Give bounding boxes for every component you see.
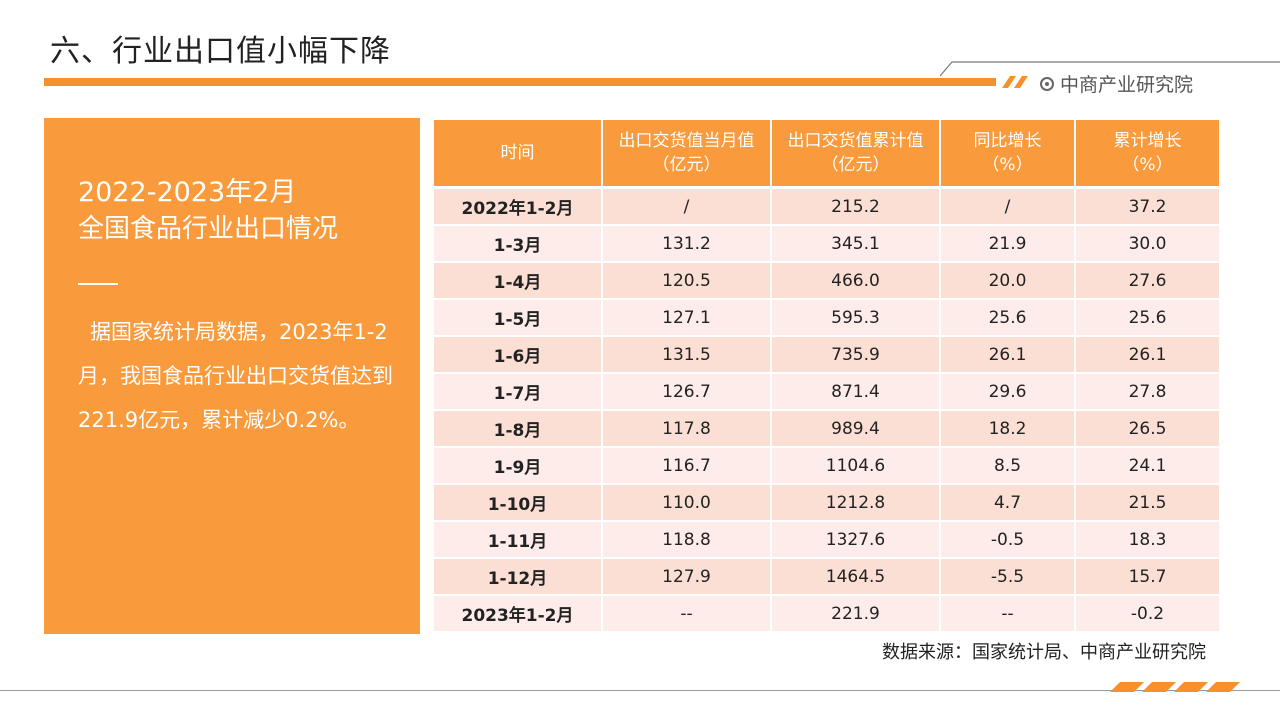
table-cell: 25.6 <box>940 299 1076 337</box>
page-title: 六、行业出口值小幅下降 <box>50 34 391 69</box>
table-cell: 215.2 <box>771 187 941 226</box>
table-cell: 871.4 <box>771 373 941 411</box>
table-cell: 15.7 <box>1075 558 1221 596</box>
header-yoy-growth: 同比增长 （%） <box>940 120 1076 189</box>
table-cell: 126.7 <box>602 373 772 411</box>
table-cell: 1-4月 <box>434 262 603 300</box>
table-cell: 21.9 <box>940 225 1076 263</box>
data-table: 时间 出口交货值当月值 （亿元） 出口交货值累计值 （亿元） 同比增长 （%） 累计增… <box>434 120 1221 633</box>
table-cell: / <box>602 187 772 226</box>
table-cell: 1-6月 <box>434 336 603 374</box>
table-cell: 1-11月 <box>434 521 603 559</box>
table-row: 2022年1-2月/215.2/37.2 <box>434 187 1221 226</box>
table-row: 1-5月 127.1 595.3 25.6 25.6 <box>434 299 1221 337</box>
table-cell: 1212.8 <box>771 484 941 522</box>
table-cell: -0.5 <box>940 521 1076 559</box>
table-row: 1-3月 131.2 345.1 21.9 30.0 <box>434 225 1221 263</box>
table-cell: 26.5 <box>1075 410 1221 448</box>
panel-divider <box>78 283 118 285</box>
table-cell: 24.1 <box>1075 447 1221 485</box>
table-cell: -- <box>602 595 772 633</box>
panel-heading-period: 2022-2023年2月 <box>78 177 297 208</box>
export-data-table: 时间 出口交货值当月值 （亿元） 出口交货值累计值 （亿元） 同比增长 （%） 累计增… <box>434 120 1221 633</box>
table-cell: 25.6 <box>1075 299 1221 337</box>
table-row: 1-10月 110.0 1212.8 4.7 21.5 <box>434 484 1221 522</box>
table-cell: 2023年1-2月 <box>434 595 603 633</box>
table-cell: 18.3 <box>1075 521 1221 559</box>
header-time: 时间 <box>434 120 603 189</box>
table-row: 2023年1-2月 -- 221.9 -- -0.2 <box>434 595 1221 633</box>
table-cell: 26.1 <box>940 336 1076 374</box>
table-cell: 127.1 <box>602 299 772 337</box>
table-cell: 221.9 <box>771 595 941 633</box>
header-monthly-value: 出口交货值当月值 （亿元） <box>602 120 772 189</box>
table-row: 1-9月 116.7 1104.6 8.5 24.1 <box>434 447 1221 485</box>
table-cell: 1-5月 <box>434 299 603 337</box>
table-cell: 1-8月 <box>434 410 603 448</box>
table-cell: -5.5 <box>940 558 1076 596</box>
brand-divider-line <box>940 61 1280 77</box>
table-cell: 595.3 <box>771 299 941 337</box>
table-cell: 466.0 <box>771 262 941 300</box>
table-cell: 1-3月 <box>434 225 603 263</box>
table-cell: 989.4 <box>771 410 941 448</box>
table-cell: 117.8 <box>602 410 772 448</box>
table-cell: 30.0 <box>1075 225 1221 263</box>
table-cell: 26.1 <box>1075 336 1221 374</box>
table-cell: -0.2 <box>1075 595 1221 633</box>
table-cell: / <box>940 187 1076 226</box>
data-source-note: 数据来源：国家统计局、中商产业研究院 <box>882 642 1206 663</box>
table-cell: 27.8 <box>1075 373 1221 411</box>
table-row: 1-12月 127.9 1464.5 -5.5 15.7 <box>434 558 1221 596</box>
table-cell: 18.2 <box>940 410 1076 448</box>
table-cell: 1-10月 <box>434 484 603 522</box>
table-cell: 2022年1-2月 <box>434 187 603 226</box>
table-cell: 1-12月 <box>434 558 603 596</box>
panel-heading-topic: 全国食品行业出口情况 <box>78 214 339 244</box>
table-cell: 116.7 <box>602 447 772 485</box>
table-cell: 1464.5 <box>771 558 941 596</box>
table-row: 1-8月 117.8 989.4 18.2 26.5 <box>434 410 1221 448</box>
stripe-decoration <box>1002 76 1028 88</box>
table-cell: 1327.6 <box>771 521 941 559</box>
table-cell: 1104.6 <box>771 447 941 485</box>
summary-panel: 2022-2023年2月 全国食品行业出口情况 据国家统计局数据，2023年1-… <box>44 118 420 634</box>
table-cell: 118.8 <box>602 521 772 559</box>
header-cumulative-value: 出口交货值累计值 （亿元） <box>771 120 941 189</box>
table-row: 1-6月 131.5 735.9 26.1 26.1 <box>434 336 1221 374</box>
table-cell: -- <box>940 595 1076 633</box>
header-cumulative-growth: 累计增长 （%） <box>1075 120 1221 189</box>
brand-logo: 中商产业研究院 <box>1040 70 1193 97</box>
table-cell: 120.5 <box>602 262 772 300</box>
table-cell: 4.7 <box>940 484 1076 522</box>
table-cell: 110.0 <box>602 484 772 522</box>
table-cell: 1-9月 <box>434 447 603 485</box>
table-cell: 21.5 <box>1075 484 1221 522</box>
brand-name: 中商产业研究院 <box>1060 74 1194 96</box>
table-cell: 735.9 <box>771 336 941 374</box>
footer-line <box>0 690 1280 691</box>
table-cell: 27.6 <box>1075 262 1221 300</box>
table-cell: 29.6 <box>940 373 1076 411</box>
table-cell: 345.1 <box>771 225 941 263</box>
table-row: 1-7月 126.7 871.4 29.6 27.8 <box>434 373 1221 411</box>
table-header-row: 时间 出口交货值当月值 （亿元） 出口交货值累计值 （亿元） 同比增长 （%） 累计增… <box>434 120 1221 189</box>
table-cell: 20.0 <box>940 262 1076 300</box>
panel-body-text: 据国家统计局数据，2023年1-2月，我国食品行业出口交货值达到221.9亿元，… <box>78 320 393 432</box>
footer-stripe-decoration <box>1110 682 1240 692</box>
table-row: 1-4月 120.5 466.0 20.0 27.6 <box>434 262 1221 300</box>
table-cell: 131.2 <box>602 225 772 263</box>
target-icon <box>1040 76 1054 91</box>
table-cell: 8.5 <box>940 447 1076 485</box>
table-cell: 127.9 <box>602 558 772 596</box>
table-cell: 37.2 <box>1075 187 1221 226</box>
table-cell: 131.5 <box>602 336 772 374</box>
table-cell: 1-7月 <box>434 373 603 411</box>
title-underline-bar <box>44 78 996 86</box>
table-row: 1-11月 118.8 1327.6 -0.5 18.3 <box>434 521 1221 559</box>
